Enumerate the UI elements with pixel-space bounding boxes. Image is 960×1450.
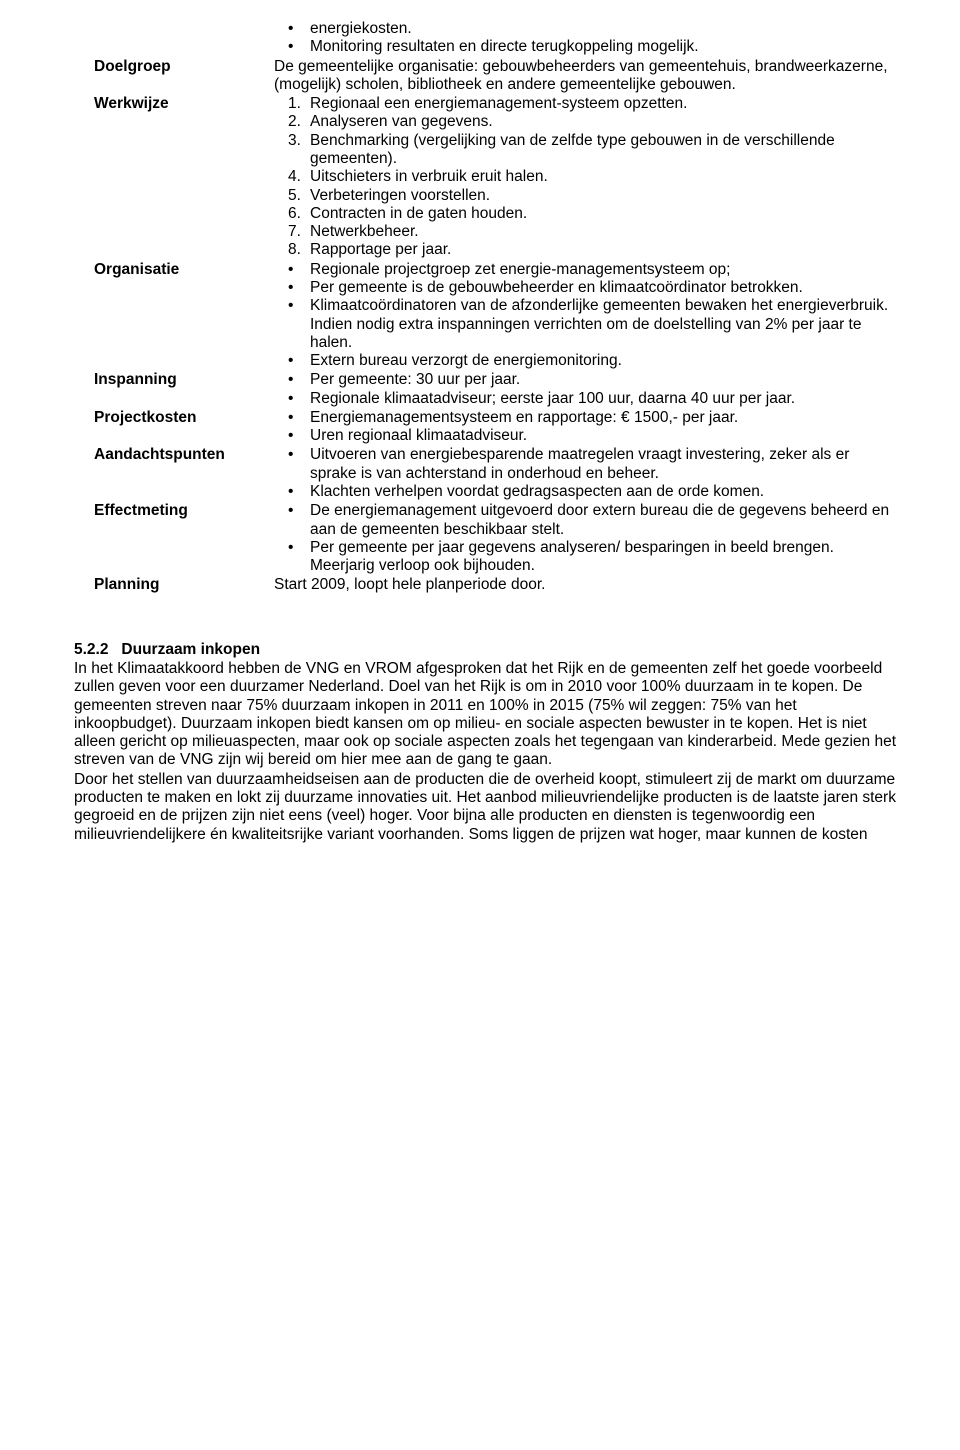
list-item: Energiemanagementsysteem en rapportage: … — [274, 409, 900, 427]
list-item: Netwerkbeheer. — [274, 223, 900, 241]
inspanning-value: Per gemeente: 30 uur per jaar. Regionale… — [274, 371, 900, 408]
aandachtspunten-value: Uitvoeren van energiebesparende maatrege… — [274, 446, 900, 501]
doelgroep-text: De gemeentelijke organisatie: gebouwbehe… — [274, 58, 900, 95]
projectkosten-list: Energiemanagementsysteem en rapportage: … — [274, 409, 900, 446]
planning-text: Start 2009, loopt hele planperiode door. — [274, 576, 900, 594]
werkwijze-row: Werkwijze Regionaal een energiemanagemen… — [94, 95, 900, 260]
list-item: Monitoring resultaten en directe terugko… — [274, 38, 900, 56]
organisatie-list: Regionale projectgroep zet energie-manag… — [274, 261, 900, 371]
aandachtspunten-label: Aandachtspunten — [94, 446, 274, 464]
doelgroep-value: De gemeentelijke organisatie: gebouwbehe… — [274, 58, 900, 95]
effectmeting-row: Effectmeting De energiemanagement uitgev… — [94, 502, 900, 575]
effectmeting-value: De energiemanagement uitgevoerd door ext… — [274, 502, 900, 575]
section-heading: 5.2.2 Duurzaam inkopen — [74, 641, 900, 659]
organisatie-row: Organisatie Regionale projectgroep zet e… — [94, 261, 900, 371]
section-title: Duurzaam inkopen — [121, 641, 260, 658]
list-item: Uitschieters in verbruik eruit halen. — [274, 168, 900, 186]
projectkosten-value: Energiemanagementsysteem en rapportage: … — [274, 409, 900, 446]
list-item: Analyseren van gegevens. — [274, 113, 900, 131]
effectmeting-label: Effectmeting — [94, 502, 274, 520]
section-paragraph: Door het stellen van duurzaamheidseisen … — [74, 771, 900, 844]
list-item: Extern bureau verzorgt de energiemonitor… — [274, 352, 900, 370]
intro-row: energiekosten. Monitoring resultaten en … — [94, 20, 900, 57]
section-number: 5.2.2 — [74, 641, 108, 658]
list-item: Regionale klimaatadviseur; eerste jaar 1… — [274, 390, 900, 408]
projectkosten-label: Projectkosten — [94, 409, 274, 427]
planning-value: Start 2009, loopt hele planperiode door. — [274, 576, 900, 594]
list-item: Benchmarking (vergelijking van de zelfde… — [274, 132, 900, 169]
list-item: Per gemeente per jaar gegevens analysere… — [274, 539, 900, 576]
list-item: Klimaatcoördinatoren van de afzonderlijk… — [274, 297, 900, 352]
planning-label: Planning — [94, 576, 274, 594]
planning-row: Planning Start 2009, loopt hele planperi… — [94, 576, 900, 594]
aandachtspunten-list: Uitvoeren van energiebesparende maatrege… — [274, 446, 900, 501]
werkwijze-value: Regionaal een energiemanagement-systeem … — [274, 95, 900, 260]
list-item: Uitvoeren van energiebesparende maatrege… — [274, 446, 900, 483]
section-paragraph: In het Klimaatakkoord hebben de VNG en V… — [74, 660, 900, 770]
list-item: Klachten verhelpen voordat gedragsaspect… — [274, 483, 900, 501]
inspanning-list: Per gemeente: 30 uur per jaar. Regionale… — [274, 371, 900, 408]
list-item: Uren regionaal klimaatadviseur. — [274, 427, 900, 445]
list-item: Per gemeente: 30 uur per jaar. — [274, 371, 900, 389]
werkwijze-label: Werkwijze — [94, 95, 274, 113]
doelgroep-label: Doelgroep — [94, 58, 274, 76]
aandachtspunten-row: Aandachtspunten Uitvoeren van energiebes… — [94, 446, 900, 501]
intro-value: energiekosten. Monitoring resultaten en … — [274, 20, 900, 57]
effectmeting-list: De energiemanagement uitgevoerd door ext… — [274, 502, 900, 575]
list-item: De energiemanagement uitgevoerd door ext… — [274, 502, 900, 539]
organisatie-value: Regionale projectgroep zet energie-manag… — [274, 261, 900, 371]
projectkosten-row: Projectkosten Energiemanagementsysteem e… — [94, 409, 900, 446]
werkwijze-list: Regionaal een energiemanagement-systeem … — [274, 95, 900, 260]
list-item: Verbeteringen voorstellen. — [274, 187, 900, 205]
list-item: Contracten in de gaten houden. — [274, 205, 900, 223]
list-item: Per gemeente is de gebouwbeheerder en kl… — [274, 279, 900, 297]
organisatie-label: Organisatie — [94, 261, 274, 279]
list-item: Regionaal een energiemanagement-systeem … — [274, 95, 900, 113]
inspanning-label: Inspanning — [94, 371, 274, 389]
list-item: Regionale projectgroep zet energie-manag… — [274, 261, 900, 279]
list-item: Rapportage per jaar. — [274, 241, 900, 259]
intro-list: energiekosten. Monitoring resultaten en … — [274, 20, 900, 57]
doelgroep-row: Doelgroep De gemeentelijke organisatie: … — [94, 58, 900, 95]
inspanning-row: Inspanning Per gemeente: 30 uur per jaar… — [94, 371, 900, 408]
list-item: energiekosten. — [274, 20, 900, 38]
